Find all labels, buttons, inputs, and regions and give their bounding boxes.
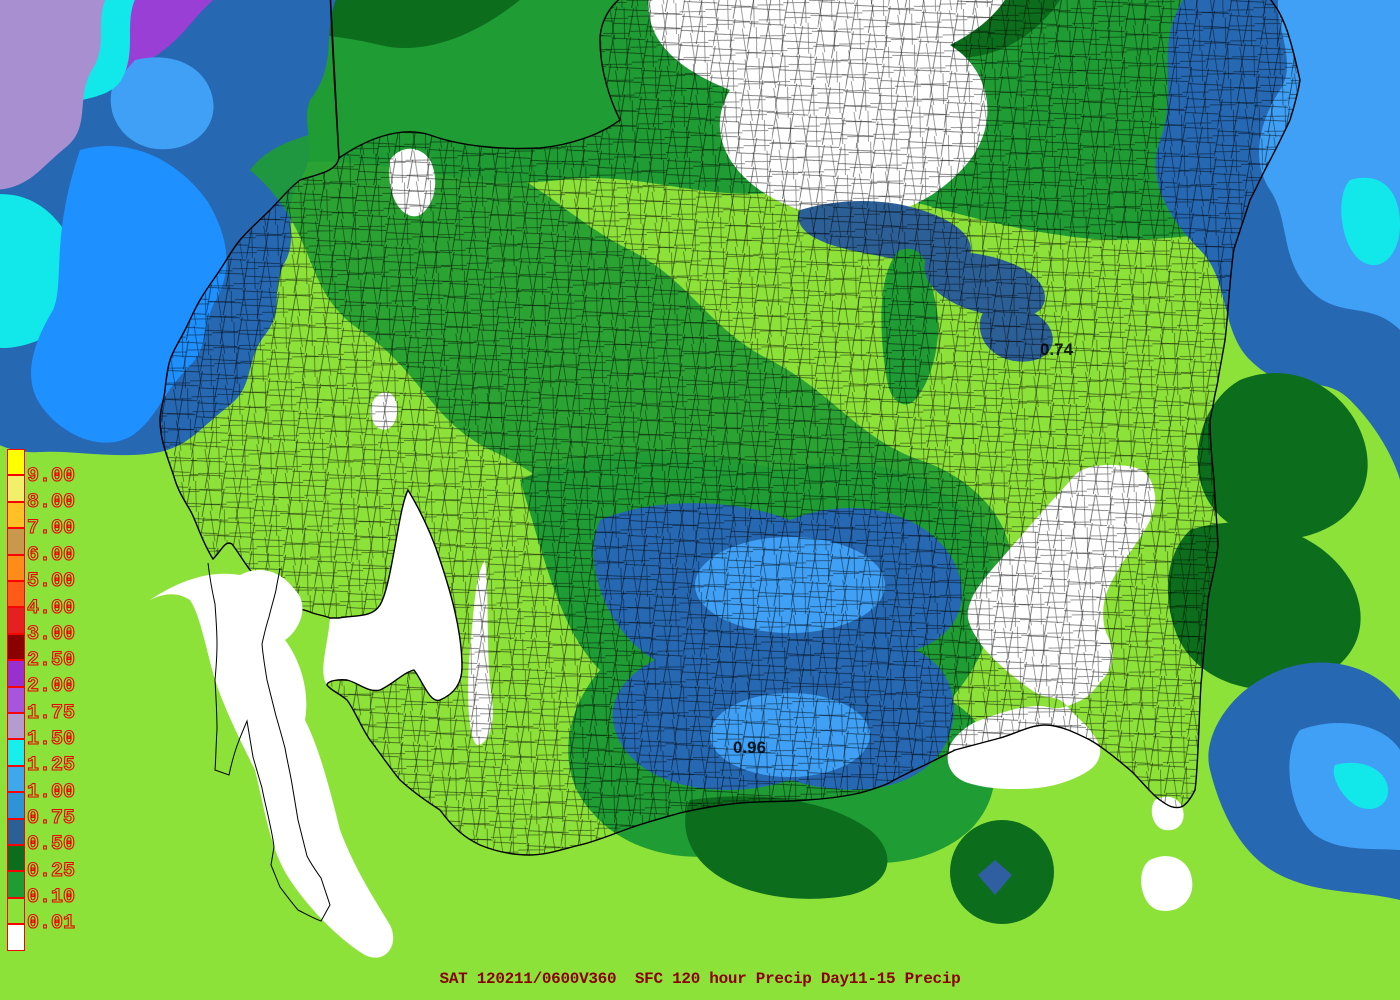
svg-text:0.96: 0.96	[733, 738, 766, 757]
svg-text:0.74: 0.74	[1040, 340, 1074, 359]
